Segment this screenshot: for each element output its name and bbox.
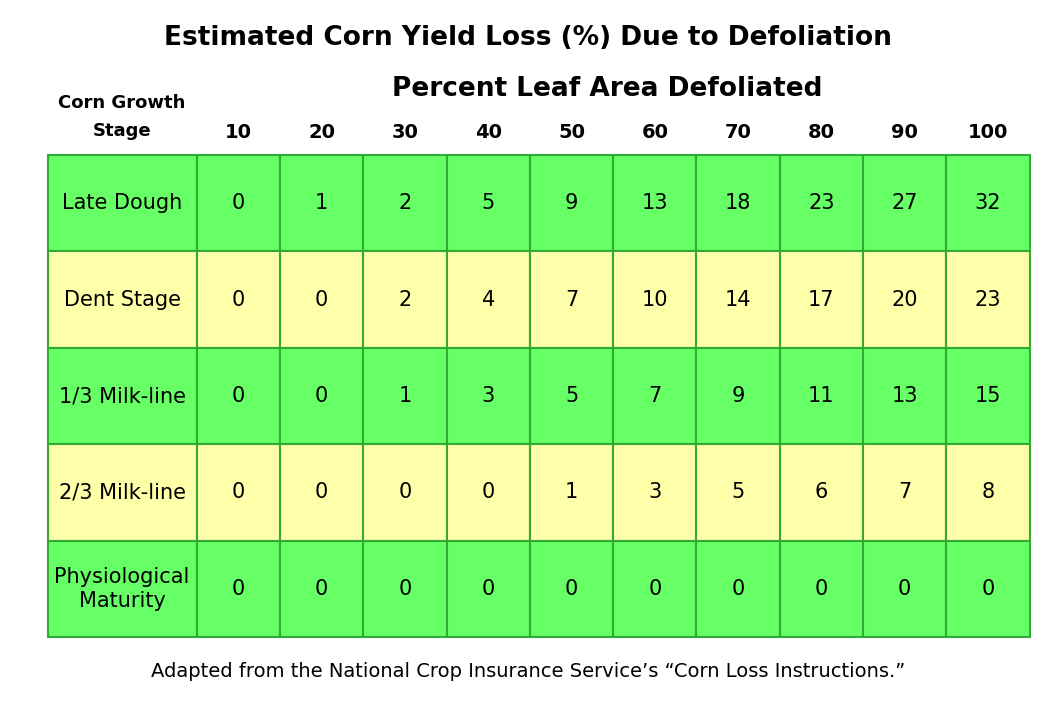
Text: 0: 0 xyxy=(398,482,412,503)
Text: 9: 9 xyxy=(732,386,744,406)
Text: Estimated Corn Yield Loss (%) Due to Defoliation: Estimated Corn Yield Loss (%) Due to Def… xyxy=(164,25,892,51)
Text: 3: 3 xyxy=(648,482,661,503)
Text: 70: 70 xyxy=(724,123,752,142)
Text: 0: 0 xyxy=(732,579,744,599)
Text: 1: 1 xyxy=(315,193,328,213)
Text: 5: 5 xyxy=(565,386,579,406)
Text: Stage: Stage xyxy=(93,122,151,140)
Text: 0: 0 xyxy=(232,386,245,406)
Text: 100: 100 xyxy=(967,123,1008,142)
Text: 15: 15 xyxy=(975,386,1001,406)
Text: 40: 40 xyxy=(475,123,502,142)
Text: 60: 60 xyxy=(641,123,668,142)
Text: Late Dough: Late Dough xyxy=(62,193,183,213)
Text: 0: 0 xyxy=(482,482,495,503)
Text: 10: 10 xyxy=(225,123,252,142)
Text: 20: 20 xyxy=(308,123,335,142)
Text: 23: 23 xyxy=(808,193,834,213)
Text: 1: 1 xyxy=(398,386,412,406)
Text: 0: 0 xyxy=(482,579,495,599)
Text: 8: 8 xyxy=(981,482,995,503)
Text: 30: 30 xyxy=(392,123,418,142)
Text: Physiological
Maturity: Physiological Maturity xyxy=(55,567,190,611)
Text: 23: 23 xyxy=(975,289,1001,310)
Text: 1/3 Milk-line: 1/3 Milk-line xyxy=(59,386,186,406)
Text: 90: 90 xyxy=(891,123,918,142)
Text: 0: 0 xyxy=(398,579,412,599)
Text: 18: 18 xyxy=(724,193,751,213)
Text: 50: 50 xyxy=(558,123,585,142)
Text: 7: 7 xyxy=(648,386,661,406)
Text: 3: 3 xyxy=(482,386,495,406)
Text: 0: 0 xyxy=(232,482,245,503)
Text: 0: 0 xyxy=(315,386,328,406)
Text: 0: 0 xyxy=(315,289,328,310)
Text: Adapted from the National Crop Insurance Service’s “Corn Loss Instructions.”: Adapted from the National Crop Insurance… xyxy=(151,662,905,680)
Text: Percent Leaf Area Defoliated: Percent Leaf Area Defoliated xyxy=(392,76,823,102)
Text: 0: 0 xyxy=(815,579,828,599)
Text: 2/3 Milk-line: 2/3 Milk-line xyxy=(59,482,186,503)
Text: 9: 9 xyxy=(565,193,579,213)
Text: 11: 11 xyxy=(808,386,834,406)
Text: 80: 80 xyxy=(808,123,835,142)
Text: 14: 14 xyxy=(724,289,752,310)
Text: 0: 0 xyxy=(898,579,911,599)
Text: 0: 0 xyxy=(315,482,328,503)
Text: 2: 2 xyxy=(398,289,412,310)
Text: 0: 0 xyxy=(565,579,579,599)
Text: 0: 0 xyxy=(232,193,245,213)
Text: 32: 32 xyxy=(975,193,1001,213)
Text: 2: 2 xyxy=(398,193,412,213)
Text: 0: 0 xyxy=(232,579,245,599)
Text: 0: 0 xyxy=(648,579,661,599)
Text: 13: 13 xyxy=(891,386,918,406)
Text: Dent Stage: Dent Stage xyxy=(63,289,181,310)
Text: 20: 20 xyxy=(891,289,918,310)
Text: 7: 7 xyxy=(565,289,579,310)
Text: 0: 0 xyxy=(232,289,245,310)
Text: 6: 6 xyxy=(815,482,828,503)
Text: 5: 5 xyxy=(732,482,744,503)
Text: 4: 4 xyxy=(482,289,495,310)
Text: 7: 7 xyxy=(898,482,911,503)
Text: Corn Growth: Corn Growth xyxy=(58,94,186,112)
Text: 0: 0 xyxy=(981,579,995,599)
Text: 13: 13 xyxy=(642,193,668,213)
Text: 17: 17 xyxy=(808,289,834,310)
Text: 10: 10 xyxy=(642,289,668,310)
Text: 0: 0 xyxy=(315,579,328,599)
Text: 5: 5 xyxy=(482,193,495,213)
Text: 27: 27 xyxy=(891,193,918,213)
Text: 1: 1 xyxy=(565,482,579,503)
